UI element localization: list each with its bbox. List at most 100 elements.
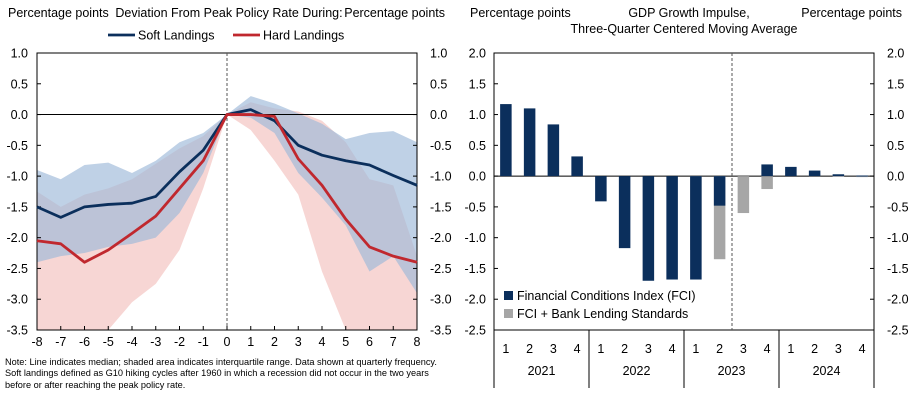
legend-label-hard-landings: Hard Landings	[263, 29, 344, 43]
left-x-tick-label: 4	[319, 335, 326, 349]
fci-bar	[571, 156, 583, 177]
right-y2-tick-label: -0.5	[887, 200, 909, 214]
year-label: 2023	[718, 364, 746, 378]
left-x-tick-label: -6	[79, 335, 90, 349]
right-y2-tick-label: -1.5	[887, 262, 909, 276]
legend-label-soft-landings: Soft Landings	[138, 29, 214, 43]
left-x-tick-label: 2	[271, 335, 278, 349]
fci-bar	[856, 175, 868, 177]
left-x-tick-label: 1	[247, 335, 254, 349]
left-y2-tick-label: -3.0	[430, 293, 452, 307]
quarter-label: 2	[716, 342, 723, 356]
quarter-label: 3	[645, 342, 652, 356]
right-chart-plot-area: 2.0 2.0 1.5 1.5 1.0 1.0 0.5 0.5 0.0 0.0 -0.5 -0.5 -1…	[464, 47, 909, 388]
right-y2-tick-label: -2.5	[887, 324, 909, 338]
left-chart-right-axis-label: Percentage points	[344, 6, 445, 20]
left-x-tick-label: 5	[342, 335, 349, 349]
quarter-label: 3	[835, 342, 842, 356]
fci-bank-lending-bar	[713, 176, 726, 260]
left-x-tick-label: 3	[295, 335, 302, 349]
fci-bar	[808, 170, 821, 177]
quarter-label: 4	[574, 342, 581, 356]
legend-label-fci-bank-lending: FCI + Bank Lending Standards	[517, 307, 688, 321]
fci-bar	[618, 176, 631, 249]
left-x-tick-label: -1	[198, 335, 209, 349]
left-y2-tick-label: 1.0	[430, 47, 447, 61]
fci-bar	[523, 108, 536, 177]
right-y2-tick-label: -1.0	[887, 231, 909, 245]
legend-swatch-fci	[504, 291, 513, 300]
fci-bar	[690, 176, 702, 280]
quarter-label: 4	[859, 342, 866, 356]
chart-note: Note: Line indicates median; shaded area…	[5, 357, 437, 390]
left-y-tick-label: -1.0	[6, 170, 28, 184]
left-y-tick-label: 1.0	[11, 47, 28, 61]
left-y-tick-label: -1.5	[6, 200, 28, 214]
left-chart-title: Deviation From Peak Policy Rate During:	[115, 6, 342, 20]
left-x-tick-label: -5	[103, 335, 114, 349]
right-chart-right-axis-label: Percentage points	[801, 6, 902, 20]
median-line-hard-landings	[36, 113, 418, 264]
left-x-tick-label: 6	[366, 335, 373, 349]
right-y2-tick-label: 1.5	[887, 77, 904, 91]
right-y-tick-label: 1.5	[469, 77, 486, 91]
quarter-label: 1	[597, 342, 604, 356]
fci-bar	[666, 176, 678, 280]
left-y2-tick-label: -2.0	[430, 231, 452, 245]
quarter-label: 3	[740, 342, 747, 356]
left-x-tick-label: -7	[55, 335, 66, 349]
quarter-label: 1	[502, 342, 509, 356]
left-x-tick-label: -3	[150, 335, 161, 349]
fci-bar	[761, 164, 773, 177]
legend-label-fci: Financial Conditions Index (FCI)	[517, 289, 696, 303]
quarter-label: 2	[526, 342, 533, 356]
fci-bank-lending-bar	[761, 176, 773, 190]
right-y-tick-label: -1.5	[464, 262, 486, 276]
left-chart-plot-area: 1.0 1.0 0.5 0.5 0.0 0.0 -0.5 -0.5 -1.0 -1.0 -1.5 -1…	[6, 47, 451, 350]
right-y2-tick-label: 1.0	[887, 108, 904, 122]
right-chart-panel: Percentage points Percentage points GDP …	[464, 6, 909, 388]
right-y2-tick-label: 0.0	[887, 170, 904, 184]
left-x-tick-label: -4	[126, 335, 137, 349]
left-chart-legend: Soft Landings Hard Landings	[108, 29, 344, 43]
fci-bank-lending-bar	[856, 176, 868, 178]
fci-bar	[500, 104, 512, 177]
right-chart-legend: Financial Conditions Index (FCI) FCI + Ba…	[504, 289, 696, 321]
left-x-tick-label: -8	[31, 335, 42, 349]
quarter-label: 1	[787, 342, 794, 356]
fci-bar	[785, 166, 797, 177]
fci-bar	[642, 176, 655, 281]
right-chart-title-line-2: Three-Quarter Centered Moving Average	[571, 22, 798, 36]
fci-bar	[713, 176, 726, 206]
left-y-tick-label: -2.5	[6, 262, 28, 276]
left-x-tick-label: 7	[390, 335, 397, 349]
right-y-tick-label: -0.5	[464, 200, 486, 214]
right-y2-tick-label: 0.5	[887, 139, 904, 153]
left-y-tick-label: -3.5	[6, 324, 28, 338]
right-y-tick-label: -1.0	[464, 231, 486, 245]
legend-swatch-fci-bank-lending	[504, 309, 513, 318]
left-x-tick-label: 8	[414, 335, 421, 349]
right-y-tick-label: 0.0	[469, 170, 486, 184]
right-y2-tick-label: -2.0	[887, 293, 909, 307]
fci-bank-lending-bar	[737, 176, 750, 214]
left-x-tick-label: 0	[224, 335, 231, 349]
left-chart-left-axis-label: Percentage points	[8, 6, 109, 20]
right-chart-left-axis-label: Percentage points	[470, 6, 571, 20]
quarter-label: 1	[692, 342, 699, 356]
fci-bar	[832, 174, 845, 177]
quarter-label: 4	[764, 342, 771, 356]
year-label: 2024	[813, 364, 841, 378]
left-y2-tick-label: -1.0	[430, 170, 452, 184]
fci-bar	[595, 176, 607, 202]
right-y-tick-label: -2.5	[464, 324, 486, 338]
left-y-tick-label: 0.5	[11, 77, 28, 91]
left-y-tick-label: -3.0	[6, 293, 28, 307]
left-chart-panel: Percentage points Percentage points Devi…	[6, 6, 451, 349]
right-y-tick-label: 1.0	[469, 108, 486, 122]
quarter-label: 3	[550, 342, 557, 356]
year-label: 2022	[623, 364, 651, 378]
left-y2-tick-label: -1.5	[430, 200, 452, 214]
left-y2-tick-label: 0.0	[430, 108, 447, 122]
